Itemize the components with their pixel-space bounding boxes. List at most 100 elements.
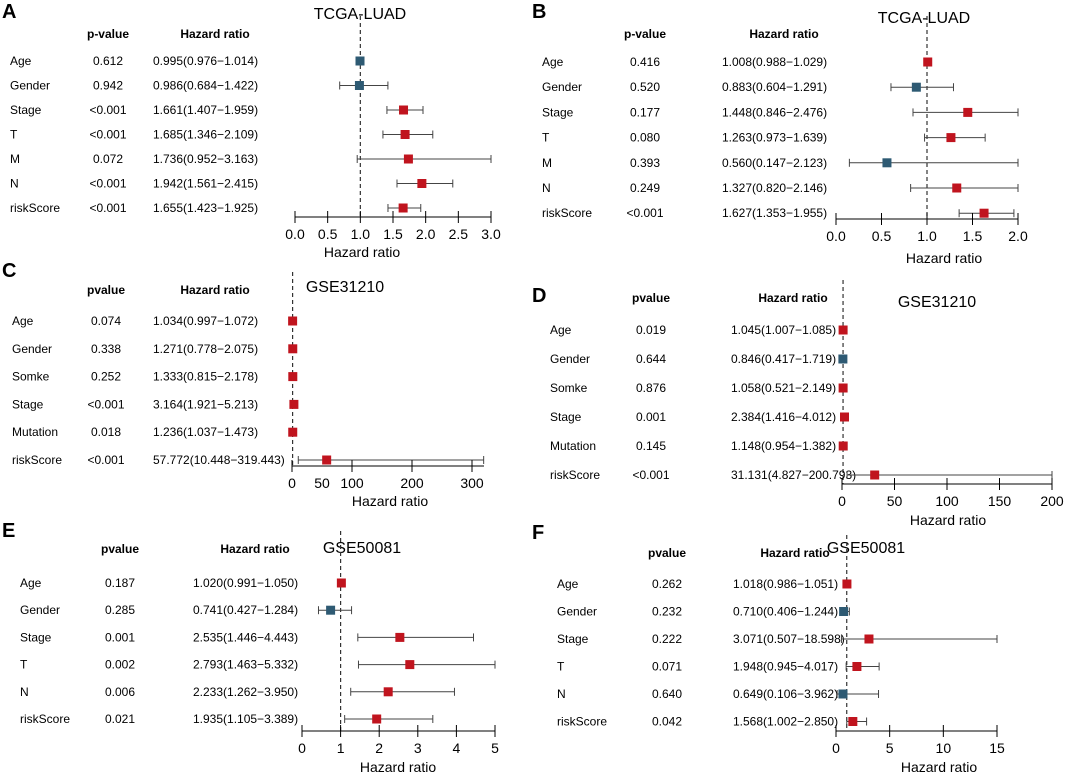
panel-d-row-pvalue: 0.145	[636, 439, 666, 453]
panel-f-row-pvalue: 0.222	[652, 632, 682, 646]
panel-f-tick-label: 0	[832, 740, 840, 756]
panel-f-letter: F	[532, 522, 544, 544]
panel-d-letter: D	[532, 285, 546, 307]
panel-b-title: TCGA-LUAD	[878, 10, 970, 27]
panel-b-letter: B	[532, 1, 546, 23]
panel-b-row-pvalue: 0.080	[630, 131, 660, 145]
panel-d-hr-point	[838, 354, 848, 364]
panel-e-row-hr-text: 2.535(1.446−4.443)	[193, 630, 298, 644]
panel-d-row-pvalue: <0.001	[632, 468, 669, 482]
panel-c-row-hr-text: 1.034(0.997−1.072)	[153, 314, 258, 328]
panel-b-tick-label: 0.5	[872, 228, 892, 244]
panel-b-hr-point	[911, 82, 921, 92]
panel-d-title: GSE31210	[898, 294, 976, 311]
panel-e-row-label: N	[20, 685, 29, 699]
panel-b-row-label: N	[542, 181, 551, 195]
panel-d-row-hr-text: 1.058(0.521−2.149)	[731, 381, 836, 395]
panel-f-row-hr-text: 0.710(0.406−1.244)	[733, 605, 838, 619]
panel-e-row-pvalue: 0.001	[105, 630, 135, 644]
panel-b-row-hr-text: 1.627(1.353−1.955)	[722, 206, 827, 220]
panel-c-row-label: Gender	[12, 342, 52, 356]
panel-e-tick-label: 4	[453, 740, 461, 756]
panel-f-row-pvalue: 0.232	[652, 605, 682, 619]
panel-a-letter: A	[2, 1, 16, 23]
panel-b-row-pvalue: 0.520	[630, 80, 660, 94]
panel-c-title: GSE31210	[306, 279, 384, 296]
panel-c-tick-label: 0	[288, 475, 296, 491]
panel-d-row-label: Gender	[550, 352, 590, 366]
panel-e-title: GSE50081	[323, 540, 401, 557]
panel-a-hr-point	[399, 105, 409, 115]
panel-a-row-hr-text: 1.736(0.952−3.163)	[153, 152, 258, 166]
panel-a-hr-point	[398, 203, 408, 213]
panel-d-hr-point	[838, 325, 848, 335]
panel-c-hr-point	[288, 372, 298, 382]
panel-f-x-label: Hazard ratio	[901, 759, 977, 775]
panel-d-hr-header: Hazard ratio	[758, 291, 827, 305]
panel-c-row-label: Somke	[12, 370, 50, 384]
panel-f-hr-header: Hazard ratio	[760, 546, 829, 560]
panel-e-row-label: Age	[20, 576, 42, 590]
panel-a-hr-point	[417, 179, 427, 188]
panel-f-row-label: Stage	[557, 632, 589, 646]
panel-d-pvalue-header: pvalue	[632, 291, 670, 305]
panel-c-pvalue-header: pvalue	[87, 283, 125, 297]
panel-f-row-pvalue: 0.640	[652, 687, 682, 701]
panel-a-row-hr-text: 1.942(1.561−2.415)	[153, 177, 258, 191]
panel-b-hr-point	[882, 158, 892, 168]
panel-f-row-label: T	[557, 660, 565, 674]
panel-c-tick-label: 200	[400, 475, 424, 491]
panel-a-hr-header: Hazard ratio	[180, 27, 249, 41]
panel-d-row-pvalue: 0.876	[636, 381, 666, 395]
panel-f-row-hr-text: 1.948(0.945−4.017)	[733, 660, 838, 674]
panel-b-tick-label: 2.0	[1008, 228, 1028, 244]
panel-b-row-hr-text: 1.448(0.846−2.476)	[722, 105, 827, 119]
panel-b-hr-point	[946, 133, 956, 143]
panel-a-tick-label: 0.5	[318, 226, 338, 242]
panel-c-row-hr-text: 1.333(0.815−2.178)	[153, 370, 258, 384]
panel-c-row-pvalue: <0.001	[87, 453, 124, 467]
panel-a-row-pvalue: 0.612	[93, 54, 123, 68]
panel-e-row-hr-text: 2.233(1.262−3.950)	[193, 685, 298, 699]
panel-a-hr-point	[400, 130, 410, 139]
panel-f-tick-label: 5	[886, 740, 894, 756]
panel-d-row-hr-text: 0.846(0.417−1.719)	[731, 352, 836, 366]
panel-c-row-hr-text: 1.236(1.037−1.473)	[153, 425, 258, 439]
panel-f-row-pvalue: 0.071	[652, 660, 682, 674]
panel-e-row-hr-text: 1.935(1.105−3.389)	[193, 712, 298, 726]
panel-a-row-pvalue: <0.001	[89, 128, 126, 142]
panel-c-hr-point	[288, 316, 298, 326]
panel-f-hr-point	[839, 607, 849, 616]
panel-d-row-pvalue: 0.001	[636, 410, 666, 424]
panel-d-tick-label: 200	[1040, 493, 1064, 509]
panel-b-row-label: Gender	[542, 80, 582, 94]
panel-b-hr-point	[979, 208, 989, 218]
panel-b-row-label: Age	[542, 55, 564, 69]
panel-f-row-label: Gender	[557, 605, 597, 619]
panel-c-row-label: Age	[12, 314, 34, 328]
panel-e-row-pvalue: 0.021	[105, 712, 135, 726]
panel-e-row-label: riskScore	[20, 712, 70, 726]
panel-a-row-pvalue: 0.072	[93, 152, 123, 166]
panel-c-hr-point	[289, 399, 299, 409]
panel-a-row-label: M	[10, 152, 20, 166]
panel-d-hr-point	[840, 412, 850, 422]
panel-e-row-pvalue: 0.187	[105, 576, 135, 590]
panel-e-pvalue-header: pvalue	[101, 542, 139, 556]
panel-a-row-pvalue: <0.001	[89, 103, 126, 117]
panel-a-row-pvalue: <0.001	[89, 201, 126, 215]
panel-e-letter: E	[2, 520, 15, 542]
panel-e-hr-header: Hazard ratio	[220, 542, 289, 556]
panel-b-row-hr-text: 0.560(0.147−2.123)	[722, 156, 827, 170]
panel-e-tick-label: 3	[414, 740, 422, 756]
panel-f-pvalue-header: pvalue	[648, 546, 686, 560]
panel-f-row-hr-text: 3.071(0.507−18.598)	[733, 632, 845, 646]
panel-b-row-pvalue: 0.177	[630, 105, 660, 119]
panel-f-row-pvalue: 0.262	[652, 577, 682, 591]
panel-d-hr-point	[870, 470, 880, 480]
panel-b-row-pvalue: <0.001	[626, 206, 663, 220]
panel-a-tick-label: 1.5	[383, 226, 403, 242]
panel-a-row-hr-text: 0.986(0.684−1.422)	[153, 79, 258, 93]
panel-e-row-hr-text: 0.741(0.427−1.284)	[193, 603, 298, 617]
panel-f-title: GSE50081	[827, 540, 905, 557]
